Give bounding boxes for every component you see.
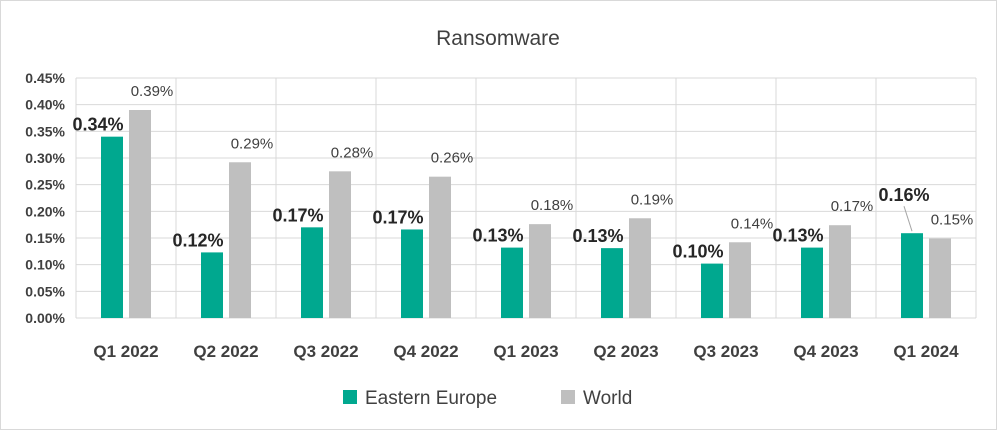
label-leader-line (903, 206, 913, 232)
bar-world (929, 238, 951, 318)
bar-world (229, 162, 251, 318)
bar-world (429, 176, 451, 318)
data-label-eastern-europe: 0.16% (878, 185, 929, 205)
data-label-eastern-europe: 0.13% (572, 226, 623, 246)
data-label-world: 0.19% (631, 191, 674, 208)
legend-swatch (561, 390, 575, 404)
data-label-eastern-europe: 0.17% (372, 207, 423, 227)
bar-eastern-europe (201, 252, 223, 318)
data-labels: 0.34% 0.39% 0.12% 0.29% 0.17% 0.28% 0.17% 0.26%… (72, 83, 973, 262)
data-label-eastern-europe: 0.12% (172, 230, 223, 250)
bar-world (729, 242, 751, 318)
data-label-world: 0.28% (331, 144, 374, 161)
x-category-label: Q1 2023 (493, 342, 558, 361)
bar-world (629, 218, 651, 318)
x-category-label: Q2 2023 (593, 342, 658, 361)
x-category-label: Q4 2023 (793, 342, 858, 361)
y-tick-label: 0.30% (25, 150, 65, 166)
y-tick-label: 0.20% (25, 203, 65, 219)
data-label-world: 0.39% (131, 83, 174, 100)
legend-label: World (583, 388, 632, 409)
data-label-world: 0.26% (431, 150, 474, 167)
data-label-world: 0.14% (731, 215, 774, 232)
data-label-eastern-europe: 0.17% (272, 205, 323, 225)
bar-eastern-europe (801, 247, 823, 318)
y-tick-label: 0.35% (25, 123, 65, 139)
data-label-eastern-europe: 0.13% (772, 226, 823, 246)
data-label-world: 0.18% (531, 197, 574, 214)
bar-eastern-europe (401, 229, 423, 318)
data-label-eastern-europe: 0.13% (472, 226, 523, 246)
x-category-label: Q4 2022 (393, 342, 458, 361)
bar-eastern-europe (701, 263, 723, 318)
y-tick-label: 0.45% (25, 70, 65, 86)
bar-world (829, 225, 851, 318)
data-label-eastern-europe: 0.34% (72, 115, 123, 135)
x-category-label: Q3 2023 (693, 342, 758, 361)
bar-eastern-europe (301, 227, 323, 318)
bar-eastern-europe (601, 248, 623, 318)
data-label-world: 0.29% (231, 135, 274, 152)
bar-eastern-europe (101, 136, 123, 318)
x-category-label: Q1 2022 (93, 342, 158, 361)
gridlines (75, 77, 977, 319)
bar-eastern-europe (901, 233, 923, 318)
y-axis-ticks: 0.00% 0.05% 0.10% 0.15% 0.20% 0.25% 0.30% 0.35%… (25, 70, 65, 326)
y-tick-label: 0.40% (25, 97, 65, 113)
bar-world (329, 171, 351, 318)
data-label-world: 0.17% (831, 198, 874, 215)
y-tick-label: 0.10% (25, 257, 65, 273)
y-tick-label: 0.25% (25, 177, 65, 193)
x-category-label: Q2 2022 (193, 342, 258, 361)
legend-label: Eastern Europe (365, 388, 497, 409)
bar-eastern-europe (501, 247, 523, 318)
x-axis-categories: Q1 2022 Q2 2022 Q3 2022 Q4 2022 Q1 2023 Q2 20… (93, 342, 959, 361)
data-label-eastern-europe: 0.10% (672, 242, 723, 262)
legend: Eastern Europe World (343, 388, 632, 409)
y-tick-label: 0.00% (25, 310, 65, 326)
legend-swatch (343, 390, 357, 404)
bars (101, 110, 951, 318)
bar-world (529, 224, 551, 318)
x-category-label: Q1 2024 (893, 342, 959, 361)
y-tick-label: 0.15% (25, 230, 65, 246)
bar-world (129, 110, 151, 318)
y-tick-label: 0.05% (25, 283, 65, 299)
data-label-world: 0.15% (931, 212, 974, 229)
chart-title: Ransomware (436, 27, 560, 50)
x-category-label: Q3 2022 (293, 342, 358, 361)
